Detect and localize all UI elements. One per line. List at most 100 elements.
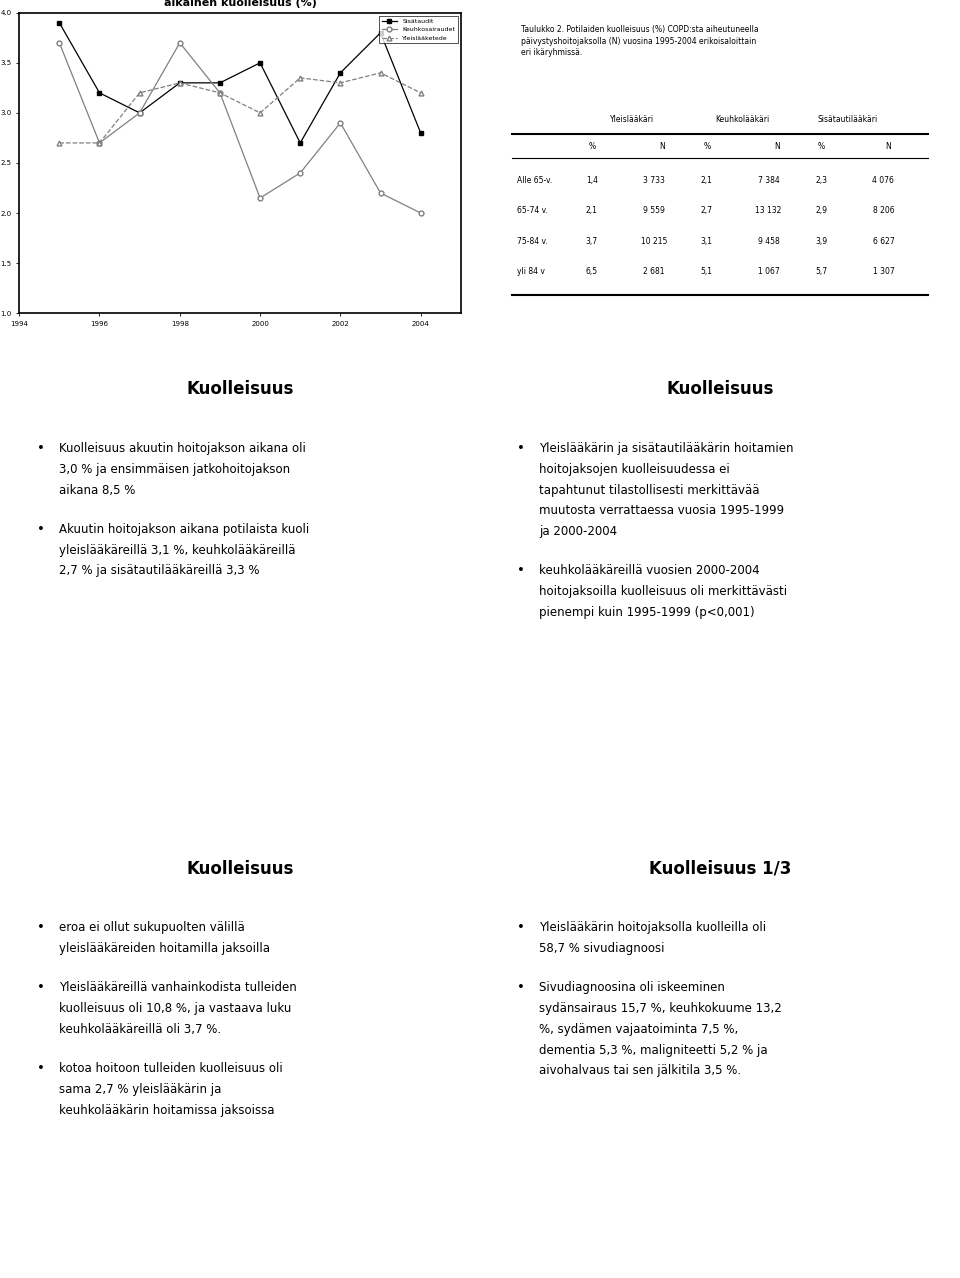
- Text: •: •: [36, 921, 45, 934]
- Text: 2,1: 2,1: [586, 207, 598, 216]
- Text: 3 733: 3 733: [643, 176, 664, 185]
- Text: 3,1: 3,1: [701, 236, 712, 245]
- Text: sama 2,7 % yleislääkärin ja: sama 2,7 % yleislääkärin ja: [59, 1082, 222, 1097]
- Keuhkosairaudet: [54, 35, 65, 50]
- Text: •: •: [36, 1062, 45, 1075]
- Text: 2 681: 2 681: [643, 267, 664, 276]
- Sisätaudit: [214, 75, 226, 91]
- Line: Keuhkosairaudet: Keuhkosairaudet: [57, 41, 423, 216]
- Text: keuhkolääkäreillä vuosien 2000-2004: keuhkolääkäreillä vuosien 2000-2004: [539, 565, 759, 578]
- Text: 3,9: 3,9: [815, 236, 828, 245]
- Text: kotoa hoitoon tulleiden kuolleisuus oli: kotoa hoitoon tulleiden kuolleisuus oli: [59, 1062, 282, 1075]
- Text: pienempi kuin 1995-1999 (p<0,001): pienempi kuin 1995-1999 (p<0,001): [539, 606, 755, 619]
- Sisätaudit: [335, 65, 347, 81]
- Line: Yleislääketede: Yleislääketede: [57, 70, 423, 146]
- Text: •: •: [36, 442, 45, 455]
- Text: tapahtunut tilastollisesti merkittävää: tapahtunut tilastollisesti merkittävää: [539, 483, 759, 497]
- Text: keuhkolääkäreillä oli 3,7 %.: keuhkolääkäreillä oli 3,7 %.: [59, 1022, 221, 1036]
- Keuhkosairaudet: [94, 135, 106, 151]
- Title: COPD:sta aiheutuneen akuutin hoitojakson
aikainen kuolleisuus (%): COPD:sta aiheutuneen akuutin hoitojakson…: [106, 0, 374, 8]
- Text: yleislääkäreiden hoitamilla jaksoilla: yleislääkäreiden hoitamilla jaksoilla: [59, 942, 270, 955]
- Text: Akuutin hoitojakson aikana potilaista kuoli: Akuutin hoitojakson aikana potilaista ku…: [59, 523, 309, 535]
- Text: 6 627: 6 627: [873, 236, 895, 245]
- Text: 9 458: 9 458: [757, 236, 780, 245]
- Text: yleislääkäreillä 3,1 %, keuhkolääkäreillä: yleislääkäreillä 3,1 %, keuhkolääkäreill…: [59, 543, 296, 557]
- Text: Kuolleisuus: Kuolleisuus: [186, 381, 294, 399]
- Text: •: •: [516, 442, 525, 455]
- Text: 1 067: 1 067: [757, 267, 780, 276]
- Text: 1,4: 1,4: [586, 176, 598, 185]
- Line: Sisätaudit: Sisätaudit: [57, 20, 423, 146]
- Text: Kuolleisuus: Kuolleisuus: [666, 381, 774, 399]
- Yleislääketede: [254, 105, 266, 120]
- Text: Yleislääkäri: Yleislääkäri: [610, 115, 654, 124]
- Text: muutosta verrattaessa vuosia 1995-1999: muutosta verrattaessa vuosia 1995-1999: [539, 505, 784, 518]
- Sisätaudit: [415, 125, 426, 141]
- Sisätaudit: [254, 55, 266, 70]
- Text: 3,0 % ja ensimmäisen jatkohoitojakson: 3,0 % ja ensimmäisen jatkohoitojakson: [59, 463, 290, 475]
- Text: 65-74 v.: 65-74 v.: [516, 207, 548, 216]
- Text: Taulukko 2. Potilaiden kuolleisuus (%) COPD:sta aiheutuneella
päivystyshoitojaks: Taulukko 2. Potilaiden kuolleisuus (%) C…: [521, 24, 759, 58]
- Text: %: %: [818, 142, 826, 151]
- Keuhkosairaudet: [174, 35, 185, 50]
- Yleislääketede: [54, 135, 65, 151]
- Text: ja 2000-2004: ja 2000-2004: [539, 525, 617, 538]
- Yleislääketede: [295, 70, 306, 86]
- Text: 6,5: 6,5: [586, 267, 598, 276]
- Yleislääketede: [94, 135, 106, 151]
- Text: 13 132: 13 132: [756, 207, 781, 216]
- Sisätaudit: [54, 15, 65, 31]
- Yleislääketede: [174, 75, 185, 91]
- Text: Keuhkolääkäri: Keuhkolääkäri: [715, 115, 769, 124]
- Text: kuolleisuus oli 10,8 %, ja vastaava luku: kuolleisuus oli 10,8 %, ja vastaava luku: [59, 1002, 291, 1015]
- Text: 5,7: 5,7: [815, 267, 828, 276]
- Text: Alle 65-v.: Alle 65-v.: [516, 176, 552, 185]
- Keuhkosairaudet: [254, 190, 266, 206]
- Text: N: N: [885, 142, 891, 151]
- Keuhkosairaudet: [415, 206, 426, 221]
- Text: %: %: [588, 142, 595, 151]
- Text: Yleislääkäreillä vanhainkodista tulleiden: Yleislääkäreillä vanhainkodista tulleide…: [59, 982, 297, 994]
- Text: 58,7 % sivudiagnoosi: 58,7 % sivudiagnoosi: [539, 942, 664, 955]
- Text: 75-84 v.: 75-84 v.: [516, 236, 547, 245]
- Sisätaudit: [295, 135, 306, 151]
- Text: dementia 5,3 %, maligniteetti 5,2 % ja: dementia 5,3 %, maligniteetti 5,2 % ja: [539, 1044, 768, 1057]
- Yleislääketede: [335, 75, 347, 91]
- Text: 7 384: 7 384: [757, 176, 780, 185]
- Text: •: •: [516, 565, 525, 578]
- Text: Yleislääkärin ja sisätautilääkärin hoitamien: Yleislääkärin ja sisätautilääkärin hoita…: [539, 442, 794, 455]
- Text: 2,7: 2,7: [701, 207, 712, 216]
- Text: Sisätautilääkäri: Sisätautilääkäri: [818, 115, 878, 124]
- Text: Kuolleisuus 1/3: Kuolleisuus 1/3: [649, 860, 791, 878]
- Text: 2,3: 2,3: [816, 176, 828, 185]
- Text: %, sydämen vajaatoiminta 7,5 %,: %, sydämen vajaatoiminta 7,5 %,: [539, 1022, 738, 1036]
- Yleislääketede: [214, 86, 226, 101]
- Text: aikana 8,5 %: aikana 8,5 %: [59, 483, 135, 497]
- Text: N: N: [775, 142, 780, 151]
- Yleislääketede: [133, 86, 145, 101]
- Text: Sivudiagnoosina oli iskeeminen: Sivudiagnoosina oli iskeeminen: [539, 982, 725, 994]
- Text: %: %: [703, 142, 710, 151]
- Keuhkosairaudet: [374, 185, 386, 201]
- Legend: Sisätaudit, Keuhkosairaudet, Yleislääketede: Sisätaudit, Keuhkosairaudet, Yleislääket…: [379, 15, 458, 43]
- Text: 5,1: 5,1: [701, 267, 712, 276]
- Text: 10 215: 10 215: [640, 236, 667, 245]
- Text: 9 559: 9 559: [643, 207, 664, 216]
- Keuhkosairaudet: [295, 165, 306, 180]
- Text: Kuolleisuus: Kuolleisuus: [186, 860, 294, 878]
- Text: keuhkolääkärin hoitamissa jaksoissa: keuhkolääkärin hoitamissa jaksoissa: [59, 1104, 275, 1117]
- Text: aivohalvaus tai sen jälkitila 3,5 %.: aivohalvaus tai sen jälkitila 3,5 %.: [539, 1065, 741, 1077]
- Text: 3,7: 3,7: [586, 236, 598, 245]
- Sisätaudit: [174, 75, 185, 91]
- Text: •: •: [36, 523, 45, 535]
- Sisätaudit: [133, 105, 145, 120]
- Text: hoitojaksojen kuolleisuudessa ei: hoitojaksojen kuolleisuudessa ei: [539, 463, 730, 475]
- Text: •: •: [36, 982, 45, 994]
- Text: 4 076: 4 076: [873, 176, 895, 185]
- Yleislääketede: [374, 65, 386, 81]
- Text: 8 206: 8 206: [873, 207, 894, 216]
- Text: hoitojaksoilla kuolleisuus oli merkittävästi: hoitojaksoilla kuolleisuus oli merkittäv…: [539, 585, 787, 598]
- Keuhkosairaudet: [335, 115, 347, 130]
- Text: 1 307: 1 307: [873, 267, 895, 276]
- Keuhkosairaudet: [133, 105, 145, 120]
